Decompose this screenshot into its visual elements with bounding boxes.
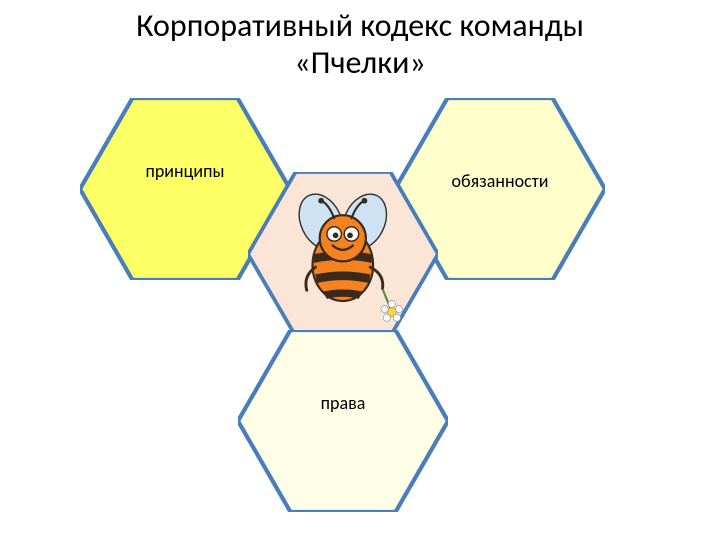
page-title: Корпоративный кодекс команды «Пчелки»	[0, 8, 720, 82]
hexagon-center	[248, 172, 438, 336]
title-line-2: «Пчелки»	[0, 45, 720, 82]
title-line-1: Корпоративный кодекс команды	[0, 8, 720, 45]
hexagon-rights: права	[238, 330, 448, 512]
bee-icon	[263, 182, 423, 326]
hexagon-rights-label: права	[238, 392, 448, 414]
